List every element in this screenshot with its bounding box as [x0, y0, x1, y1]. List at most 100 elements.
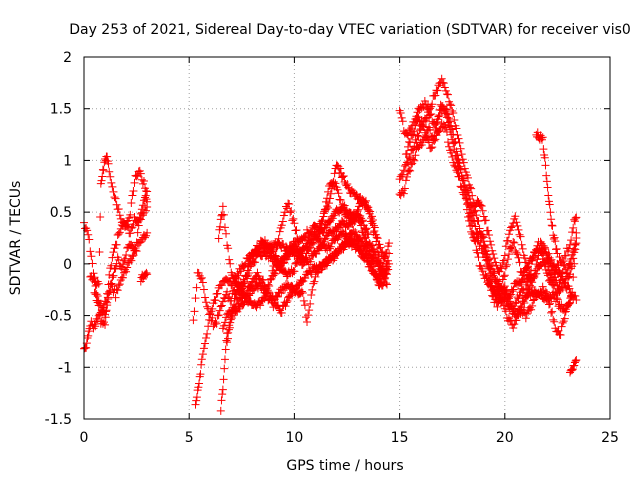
data-point — [192, 396, 201, 405]
data-point — [508, 287, 517, 296]
data-point — [216, 222, 225, 231]
data-point — [356, 237, 365, 246]
data-point — [502, 285, 511, 294]
data-point — [82, 224, 91, 233]
data-point — [448, 153, 457, 162]
data-point — [435, 110, 444, 119]
data-point — [536, 247, 545, 256]
data-point — [111, 264, 120, 273]
x-tick-label: 15 — [391, 430, 409, 446]
data-point — [363, 245, 372, 254]
data-point — [437, 119, 446, 128]
data-point — [514, 253, 523, 262]
y-axis-label: SDTVAR / TECUs — [8, 181, 24, 296]
data-point — [190, 307, 199, 316]
data-point — [382, 280, 391, 289]
data-point — [519, 297, 528, 306]
data-point — [199, 344, 208, 353]
data-point — [222, 229, 231, 238]
data-point — [572, 356, 581, 365]
data-point — [450, 161, 459, 170]
data-point — [495, 267, 504, 276]
data-point — [351, 216, 360, 225]
data-point — [550, 273, 559, 282]
data-point — [548, 307, 557, 316]
data-point — [115, 228, 124, 237]
data-point — [307, 227, 316, 236]
data-point — [468, 211, 477, 220]
data-point — [285, 200, 294, 209]
data-point — [463, 173, 472, 182]
data-point — [286, 208, 295, 217]
data-point — [526, 303, 535, 312]
data-point — [503, 255, 512, 264]
data-point — [483, 272, 492, 281]
data-point — [327, 184, 336, 193]
data-point — [109, 248, 118, 257]
data-point — [258, 296, 267, 305]
data-point — [381, 252, 390, 261]
data-point — [520, 299, 529, 308]
data-point — [527, 266, 536, 275]
data-point — [219, 375, 228, 384]
data-point — [505, 250, 514, 259]
data-point — [240, 290, 249, 299]
data-point — [301, 313, 310, 322]
data-point — [485, 276, 494, 285]
data-point — [572, 296, 581, 305]
data-point — [571, 240, 580, 249]
y-tick-label: -1 — [58, 360, 72, 376]
data-point — [511, 212, 520, 221]
data-point — [106, 280, 115, 289]
data-point — [349, 226, 358, 235]
data-point — [515, 258, 524, 267]
data-point — [283, 297, 292, 306]
data-point — [512, 316, 521, 325]
data-point — [328, 181, 337, 190]
data-point — [245, 283, 254, 292]
data-point — [572, 239, 581, 248]
data-point — [365, 246, 374, 255]
data-point — [522, 265, 531, 274]
data-point — [549, 315, 558, 324]
data-point — [544, 300, 553, 309]
data-point — [439, 79, 448, 88]
data-point — [218, 202, 227, 211]
data-point — [507, 223, 516, 232]
data-point — [542, 289, 551, 298]
data-point — [246, 256, 255, 265]
data-point — [474, 253, 483, 262]
data-point — [540, 153, 549, 162]
data-point — [537, 248, 546, 257]
data-point — [353, 205, 362, 214]
data-point — [143, 197, 152, 206]
data-point — [130, 213, 139, 222]
data-point — [242, 289, 251, 298]
data-point — [126, 229, 135, 238]
data-point — [107, 178, 116, 187]
data-point — [226, 315, 235, 324]
y-tick-label: 0 — [63, 257, 72, 273]
data-point — [505, 230, 514, 239]
data-point — [451, 162, 460, 171]
data-point — [108, 282, 117, 291]
data-point — [136, 169, 145, 178]
data-point — [240, 261, 249, 270]
data-point — [378, 247, 387, 256]
data-point — [219, 321, 228, 330]
data-point — [281, 242, 290, 251]
data-point — [487, 286, 496, 295]
data-point — [409, 155, 418, 164]
data-point — [113, 286, 122, 295]
data-point — [398, 186, 407, 195]
data-point — [455, 138, 464, 147]
data-point — [538, 282, 547, 291]
data-point — [309, 239, 318, 248]
data-point — [566, 366, 575, 375]
data-point — [376, 259, 385, 268]
data-point — [562, 302, 571, 311]
data-point — [110, 264, 119, 273]
data-point — [427, 144, 436, 153]
data-point — [441, 109, 450, 118]
data-point — [115, 211, 124, 220]
